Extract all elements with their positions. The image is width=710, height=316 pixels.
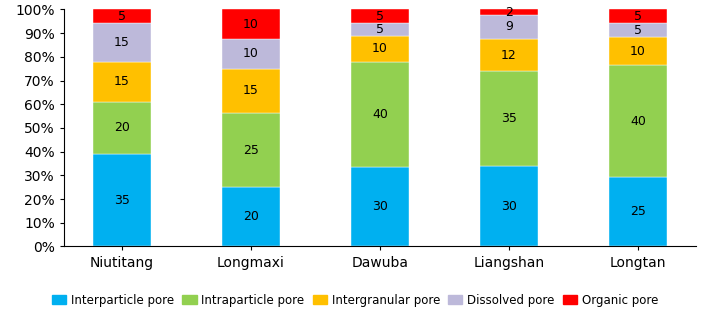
Bar: [609, 37, 667, 65]
Bar: [609, 177, 667, 246]
Bar: [609, 9, 667, 23]
Text: 20: 20: [243, 210, 258, 223]
Text: 5: 5: [634, 24, 642, 37]
Bar: [222, 9, 280, 39]
Bar: [92, 154, 151, 246]
Bar: [92, 102, 151, 154]
Bar: [222, 113, 280, 187]
Bar: [222, 187, 280, 246]
Bar: [351, 36, 409, 62]
Bar: [480, 166, 538, 246]
Text: 30: 30: [501, 200, 517, 213]
Text: 10: 10: [243, 18, 258, 31]
Bar: [351, 9, 409, 23]
Text: 10: 10: [630, 45, 646, 58]
Text: 20: 20: [114, 121, 130, 135]
Bar: [351, 62, 409, 167]
Text: 25: 25: [630, 205, 646, 218]
Text: 35: 35: [114, 194, 130, 207]
Text: 10: 10: [243, 47, 258, 60]
Bar: [609, 23, 667, 37]
Text: 15: 15: [243, 84, 258, 97]
Text: 5: 5: [118, 9, 126, 22]
Text: 9: 9: [505, 21, 513, 33]
Bar: [222, 69, 280, 113]
Bar: [92, 9, 151, 23]
Text: 2: 2: [505, 6, 513, 19]
Bar: [480, 9, 538, 15]
Legend: Interparticle pore, Intraparticle pore, Intergranular pore, Dissolved pore, Orga: Interparticle pore, Intraparticle pore, …: [48, 290, 662, 310]
Text: 30: 30: [372, 200, 388, 214]
Bar: [92, 23, 151, 62]
Text: 25: 25: [243, 144, 258, 157]
Bar: [609, 65, 667, 177]
Bar: [480, 39, 538, 71]
Text: 5: 5: [376, 9, 384, 22]
Text: 35: 35: [501, 112, 517, 125]
Text: 15: 15: [114, 76, 130, 88]
Text: 15: 15: [114, 36, 130, 49]
Bar: [480, 15, 538, 39]
Text: 5: 5: [376, 23, 384, 36]
Text: 5: 5: [634, 10, 642, 23]
Bar: [351, 167, 409, 246]
Text: 12: 12: [501, 49, 517, 62]
Bar: [222, 39, 280, 69]
Text: 10: 10: [372, 42, 388, 56]
Text: 40: 40: [630, 114, 646, 128]
Bar: [480, 71, 538, 166]
Bar: [351, 23, 409, 36]
Text: 40: 40: [372, 108, 388, 121]
Bar: [92, 62, 151, 102]
